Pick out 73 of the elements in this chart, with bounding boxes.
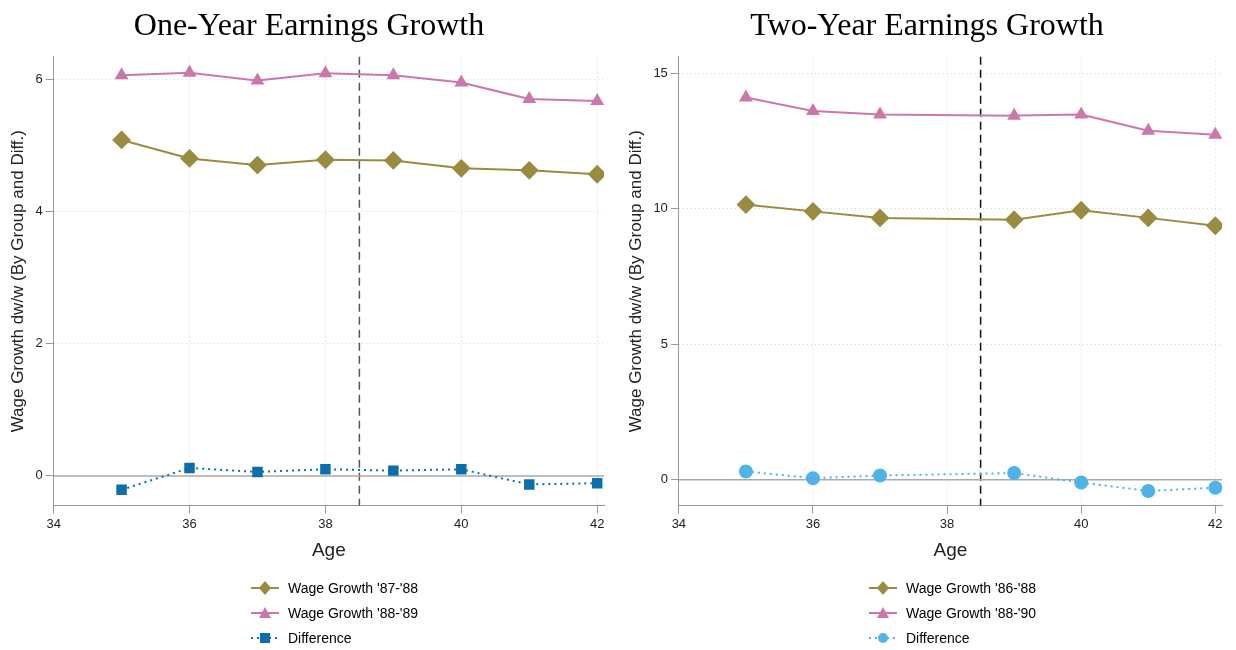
- x-tick-label: 34: [46, 515, 61, 531]
- x-tick-label: 34: [671, 515, 687, 531]
- point: [1007, 108, 1021, 120]
- point: [384, 151, 403, 170]
- y-tick-label: 0: [35, 467, 43, 483]
- y-tick-label: 2: [35, 335, 43, 351]
- point: [1072, 201, 1091, 220]
- legend-label: Wage Growth '88-'89: [288, 604, 419, 621]
- point: [736, 195, 755, 214]
- chart-title: Two-Year Earnings Growth: [749, 5, 1105, 44]
- point: [388, 465, 399, 476]
- y-tick-label: 4: [35, 203, 43, 219]
- point: [1139, 208, 1158, 227]
- legend-label: Difference: [906, 629, 970, 646]
- point: [180, 149, 199, 168]
- point: [873, 107, 887, 119]
- point: [452, 159, 471, 178]
- legend-label: Wage Growth '87-'88: [288, 579, 419, 596]
- point: [387, 68, 400, 80]
- point: [873, 468, 888, 483]
- point: [320, 464, 331, 475]
- point: [524, 479, 535, 490]
- legend-label: Wage Growth '86-'88: [906, 579, 1037, 596]
- point: [806, 104, 820, 116]
- point: [871, 208, 890, 227]
- x-axis-title: Age: [311, 538, 346, 560]
- point: [184, 462, 195, 474]
- point: [456, 464, 467, 475]
- point: [455, 75, 468, 87]
- x-tick-label: 38: [318, 515, 333, 531]
- point: [316, 150, 335, 169]
- chart-title: One-Year Earnings Growth: [132, 5, 486, 44]
- y-tick-label: 15: [653, 64, 668, 80]
- point: [523, 92, 536, 104]
- y-axis-title: Wage Growth dw/w (By Group and Diff.): [7, 130, 27, 433]
- point: [252, 466, 263, 478]
- x-tick-label: 42: [589, 515, 605, 531]
- point: [183, 65, 196, 77]
- y-tick-label: 6: [35, 71, 43, 87]
- y-axis-title: Wage Growth dw/w (By Group and Diff.): [625, 130, 645, 433]
- legend-label: Wage Growth '88-'90: [906, 604, 1037, 621]
- y-tick-label: 5: [660, 335, 668, 351]
- point: [1208, 480, 1222, 495]
- point: [1074, 107, 1088, 119]
- y-tick-label: 10: [653, 200, 668, 216]
- point: [805, 471, 820, 486]
- point: [248, 156, 267, 175]
- point: [116, 484, 127, 495]
- point: [1141, 483, 1156, 498]
- y-tick-label: 0: [660, 471, 668, 487]
- point: [1142, 123, 1155, 135]
- x-tick-label: 36: [182, 515, 197, 531]
- point: [1074, 475, 1089, 490]
- point: [1005, 210, 1024, 229]
- x-axis-title: Age: [933, 538, 968, 560]
- point: [1209, 127, 1222, 139]
- point: [739, 90, 753, 102]
- point: [738, 464, 753, 479]
- point: [591, 94, 604, 106]
- point: [803, 202, 822, 221]
- x-tick-label: 40: [1073, 515, 1089, 531]
- point: [115, 68, 128, 80]
- x-tick-label: 36: [805, 515, 821, 531]
- x-tick-label: 42: [1208, 515, 1223, 531]
- point: [112, 130, 131, 149]
- legend-label: Difference: [288, 629, 352, 646]
- point: [251, 73, 264, 85]
- point: [520, 161, 539, 180]
- point: [319, 66, 332, 78]
- x-tick-label: 38: [939, 515, 955, 531]
- point: [591, 477, 603, 489]
- point: [1007, 466, 1022, 481]
- x-tick-label: 40: [454, 515, 469, 531]
